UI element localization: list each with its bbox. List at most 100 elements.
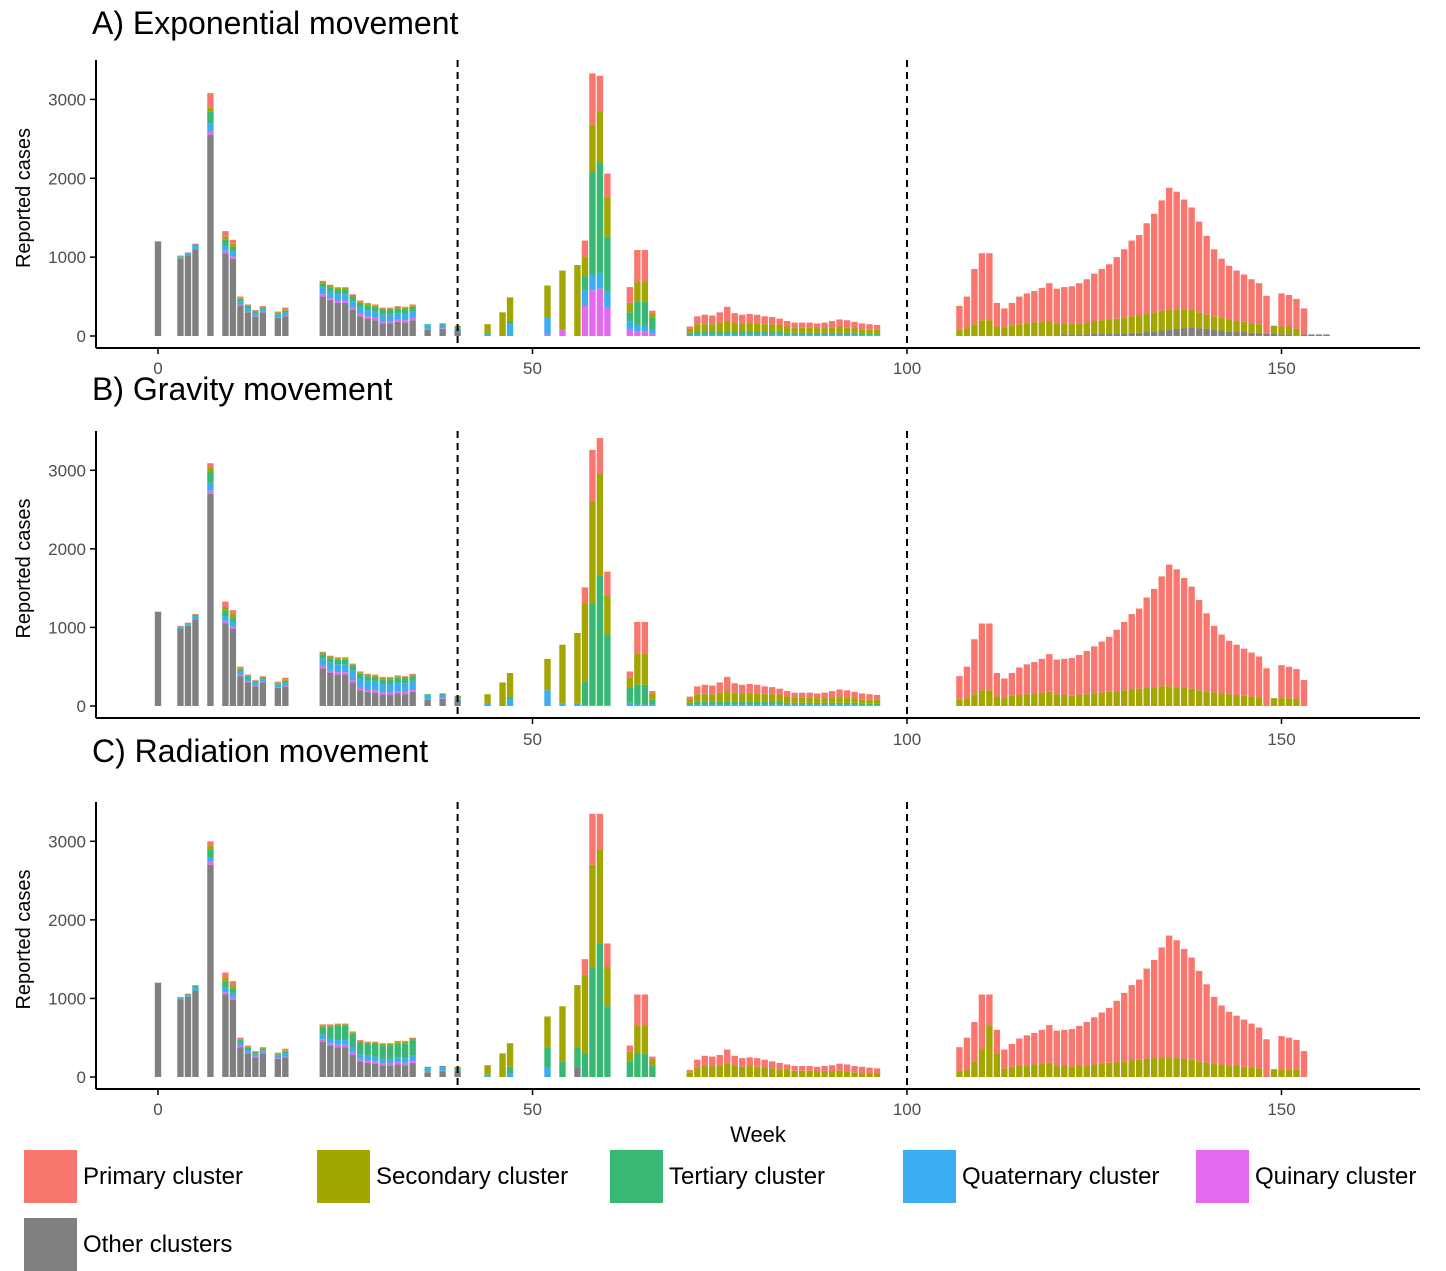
bar-segment [342, 300, 349, 303]
bar-segment [851, 332, 858, 335]
bar-segment [791, 704, 798, 706]
bar-segment [387, 1058, 394, 1064]
bar-segment [1091, 1017, 1098, 1065]
x-tick-label: 0 [153, 359, 162, 378]
bar-segment [342, 657, 349, 659]
bar-segment [274, 683, 282, 685]
bar-segment [746, 692, 753, 703]
bar-segment [1225, 1065, 1233, 1077]
bar-segment [274, 317, 282, 336]
bar-segment [259, 1047, 267, 1048]
bar-segment [641, 331, 649, 336]
bar-segment [604, 967, 611, 1007]
bar-segment [754, 1058, 761, 1067]
bar-segment [746, 1066, 753, 1077]
bar-segment [1150, 331, 1158, 336]
bar-segment [581, 681, 589, 706]
bar-segment [207, 463, 214, 468]
bar-segment [342, 1044, 349, 1048]
bar-segment [641, 704, 649, 706]
bar-segment [686, 698, 693, 703]
bar-segment [319, 280, 326, 282]
bar-segment [843, 320, 851, 328]
bar-segment [357, 1040, 364, 1041]
bar-segment [828, 704, 836, 706]
bar-segment [544, 334, 551, 336]
bar-segment [731, 702, 738, 705]
bar-segment [873, 324, 881, 330]
bar-segment [581, 587, 589, 604]
bar-segment [798, 334, 806, 336]
bar-segment [1248, 696, 1255, 706]
bar-segment [709, 315, 716, 325]
bar-segment [641, 281, 649, 302]
bar-segment [1293, 328, 1300, 336]
bar-segment [761, 316, 768, 325]
bar-segment [1158, 330, 1165, 336]
bar-segment [1068, 286, 1075, 325]
bar-segment [192, 249, 199, 336]
bar-segment [1203, 613, 1210, 692]
bar-segment [327, 673, 334, 706]
bar-segment [828, 321, 836, 328]
bar-segment [1046, 283, 1053, 322]
bar-segment [1008, 302, 1016, 326]
bar-segment [387, 314, 394, 322]
bar-segment [709, 334, 716, 336]
bar-segment [499, 1053, 506, 1077]
bar-segment [1210, 316, 1218, 330]
bar-segment [184, 993, 192, 995]
bar-segment [1188, 586, 1195, 689]
bar-segment [1210, 249, 1218, 317]
bar-segment [1023, 293, 1031, 324]
bar-segment [596, 162, 604, 273]
bar-segment [409, 674, 416, 677]
bar-segment [993, 326, 1001, 336]
bar-segment [334, 287, 341, 290]
bar-segment [866, 333, 873, 336]
legend-label-quinary: Quinary cluster [1255, 1162, 1417, 1190]
bar-segment [252, 1057, 259, 1077]
bar-segment [1023, 335, 1031, 336]
bar-segment [813, 328, 821, 333]
bar-segment [821, 328, 828, 333]
bar-segment [349, 1031, 356, 1033]
bar-segment [1098, 333, 1105, 336]
bar-segment [1068, 1029, 1075, 1067]
bar-segment [724, 306, 731, 322]
bar-segment [274, 1058, 282, 1077]
x-tick-label: 150 [1267, 730, 1295, 749]
bar-segment [372, 1044, 379, 1057]
bar-segment [387, 677, 394, 680]
panel-title: A) Exponential movement [92, 5, 459, 41]
bar-segment [626, 321, 634, 330]
bar-segment [1150, 213, 1158, 313]
bar-segment [1016, 296, 1023, 325]
bar-segment [1150, 588, 1158, 688]
bar-segment [252, 310, 259, 312]
bar-segment [454, 330, 461, 336]
bar-segment [836, 319, 843, 327]
bar-segment [701, 684, 708, 695]
bar-segment [244, 306, 252, 309]
bar-segment [1091, 693, 1098, 706]
bar-segment [372, 311, 379, 318]
bar-segment [596, 705, 604, 706]
bar-segment [596, 288, 604, 336]
legend-swatch-other [24, 1218, 77, 1271]
bar-segment [821, 1066, 828, 1072]
bar-segment [783, 704, 791, 706]
bar-segment [731, 1055, 738, 1066]
bar-segment [364, 676, 371, 681]
bar-segment [1106, 319, 1113, 334]
bar-segment [1031, 291, 1038, 323]
bar-segment [559, 1061, 566, 1077]
bar-segment [282, 685, 289, 687]
bar-segment [357, 673, 364, 679]
bar-segment [364, 1044, 371, 1056]
bar-segment [394, 1064, 401, 1077]
bar-segment [409, 320, 416, 336]
bar-segment [709, 685, 716, 695]
bar-segment [1113, 333, 1120, 336]
